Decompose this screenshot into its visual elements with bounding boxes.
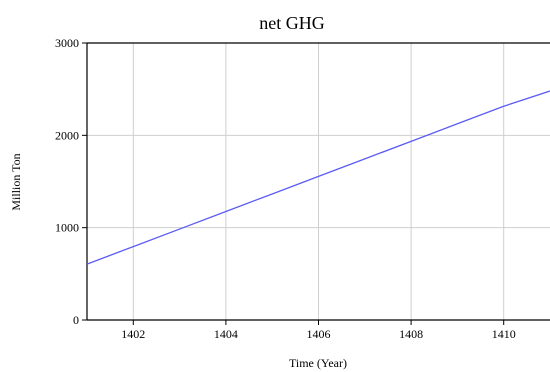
x-tick-label: 1402 (121, 327, 145, 341)
grid-lines (87, 43, 550, 320)
series-layer (86, 90, 550, 265)
y-tick-label: 3000 (55, 36, 79, 50)
x-tick-label: 1404 (214, 327, 238, 341)
x-axis-label: Time (Year) (289, 356, 347, 370)
x-axis-ticks: 1402 1404 1406 1408 1410 (121, 320, 516, 341)
x-tick-label: 1408 (399, 327, 423, 341)
y-tick-label: 2000 (55, 128, 79, 142)
chart-title: net GHG (259, 13, 325, 33)
y-axis-label: Million Ton (9, 153, 23, 210)
x-tick-label: 1406 (307, 327, 331, 341)
y-axis-ticks: 0 1000 2000 3000 (55, 36, 87, 327)
y-tick-label: 0 (73, 313, 79, 327)
y-tick-label: 1000 (55, 221, 79, 235)
series-line (86, 90, 550, 265)
x-tick-label: 1410 (492, 327, 516, 341)
